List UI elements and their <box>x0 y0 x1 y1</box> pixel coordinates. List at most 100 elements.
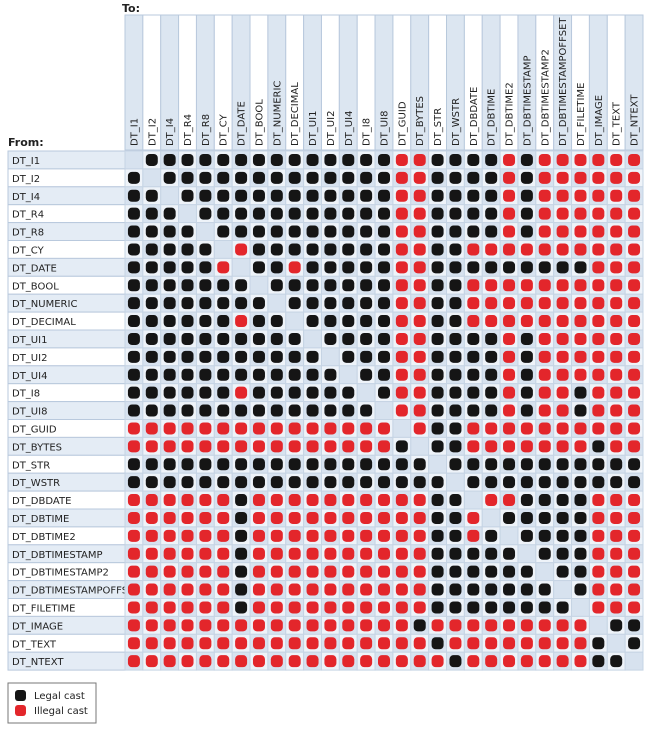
cast-marker <box>270 207 283 220</box>
cast-marker <box>360 368 373 381</box>
cast-marker <box>145 422 158 435</box>
grid-cell <box>213 240 233 259</box>
cast-marker <box>360 350 373 363</box>
cast-marker <box>449 243 462 256</box>
column-header: DT_DBTIME2 <box>505 82 516 146</box>
cast-marker <box>306 225 319 238</box>
cast-marker <box>342 422 355 435</box>
cast-marker <box>342 386 355 399</box>
cast-marker <box>467 297 480 310</box>
cast-marker <box>378 619 390 632</box>
cast-marker <box>181 332 194 345</box>
cast-marker <box>252 261 265 274</box>
cast-marker <box>413 511 426 524</box>
cast-marker <box>342 511 355 524</box>
cast-marker <box>306 243 319 256</box>
column-header: DT_I1 <box>129 118 140 146</box>
cast-marker <box>342 243 355 256</box>
cast-marker <box>413 279 426 292</box>
cast-marker <box>467 207 480 220</box>
cast-marker <box>503 422 516 435</box>
cast-marker <box>538 494 551 507</box>
cast-marker <box>592 494 605 507</box>
to-label: To: <box>122 2 140 15</box>
cast-marker <box>252 511 265 524</box>
cast-marker <box>252 386 265 399</box>
cast-marker <box>574 261 587 274</box>
cast-marker <box>306 261 319 274</box>
cast-marker <box>503 511 516 524</box>
cast-marker <box>199 565 212 578</box>
cast-marker <box>270 153 283 166</box>
cast-marker <box>574 655 587 668</box>
cast-marker <box>324 368 337 381</box>
cast-marker <box>503 404 516 417</box>
cast-marker <box>431 368 444 381</box>
column-header: DT_UI2 <box>326 111 337 146</box>
cast-marker <box>431 332 444 345</box>
cast-marker <box>574 440 587 453</box>
cast-marker <box>503 171 516 184</box>
cast-marker <box>163 583 176 596</box>
cast-marker <box>431 189 444 202</box>
cast-marker <box>628 565 641 578</box>
cast-marker <box>199 332 212 345</box>
cast-marker <box>342 440 355 453</box>
cast-marker <box>413 529 426 542</box>
from-label: From: <box>8 136 44 149</box>
cast-marker <box>270 565 283 578</box>
cast-marker <box>378 601 390 614</box>
cast-marker <box>342 547 355 560</box>
cast-marker <box>395 315 408 328</box>
cast-marker <box>324 315 337 328</box>
cast-marker <box>360 565 373 578</box>
cast-marker <box>127 315 140 328</box>
cast-marker <box>431 637 444 650</box>
cast-marker <box>288 440 301 453</box>
cast-marker <box>270 458 283 471</box>
cast-marker <box>252 476 265 489</box>
cast-marker <box>431 207 444 220</box>
cast-marker <box>503 386 516 399</box>
cast-marker <box>431 297 444 310</box>
column-header: DT_I8 <box>362 118 373 146</box>
cast-marker <box>449 332 462 345</box>
cast-marker <box>342 153 355 166</box>
column-header: DT_NTEXT <box>630 94 641 146</box>
cast-marker <box>520 583 533 596</box>
column-header: DT_I4 <box>165 118 176 146</box>
cast-marker <box>467 655 480 668</box>
cast-marker <box>610 315 623 328</box>
cast-marker <box>592 565 605 578</box>
column-header: DT_DECIMAL <box>290 82 301 146</box>
cast-marker <box>145 601 158 614</box>
cast-marker <box>556 404 569 417</box>
cast-marker <box>181 153 194 166</box>
cast-marker <box>395 368 408 381</box>
cast-marker <box>217 225 230 238</box>
grid-cell <box>249 275 269 295</box>
cast-marker <box>485 153 498 166</box>
cast-marker <box>145 297 158 310</box>
cast-marker <box>235 279 248 292</box>
cast-marker <box>503 601 516 614</box>
cast-marker <box>574 476 587 489</box>
cast-marker <box>503 565 516 578</box>
cast-marker <box>395 511 408 524</box>
cast-marker <box>395 494 408 507</box>
cast-marker <box>288 565 301 578</box>
cast-marker <box>163 297 176 310</box>
cast-marker <box>145 404 158 417</box>
cast-marker <box>449 637 462 650</box>
cast-marker <box>145 458 158 471</box>
cast-marker <box>574 386 587 399</box>
cast-marker <box>270 243 283 256</box>
legend-box <box>7 682 97 724</box>
cast-marker <box>628 171 641 184</box>
cast-marker <box>181 440 194 453</box>
cast-marker <box>235 368 248 381</box>
cast-marker <box>360 637 373 650</box>
grid-cell <box>160 186 180 206</box>
cast-marker <box>360 261 373 274</box>
cast-marker <box>592 386 605 399</box>
